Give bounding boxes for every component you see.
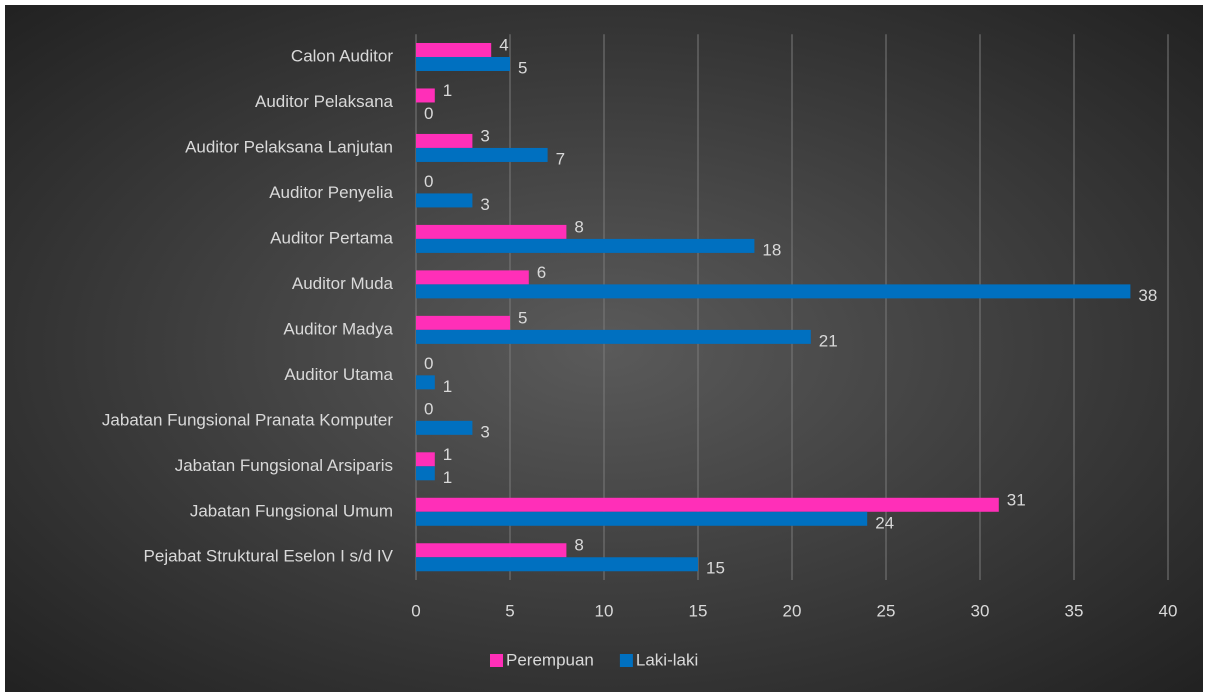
- x-tick-label: 35: [1065, 601, 1084, 620]
- data-label: 18: [762, 240, 781, 259]
- data-label: 5: [518, 308, 527, 327]
- bar: [416, 238, 755, 253]
- data-label: 3: [480, 195, 489, 214]
- legend-label: Laki-laki: [636, 650, 698, 669]
- data-label: 21: [819, 331, 838, 350]
- x-tick-label: 40: [1159, 601, 1178, 620]
- bar: [416, 88, 435, 103]
- y-tick-label: Calon Auditor: [291, 46, 393, 65]
- data-label: 24: [875, 513, 894, 532]
- bar: [416, 284, 1131, 299]
- bar: [416, 56, 510, 71]
- data-label: 31: [1007, 490, 1026, 509]
- bar: [416, 147, 548, 162]
- y-tick-label: Auditor Utama: [284, 365, 393, 384]
- data-label: 4: [499, 35, 508, 54]
- x-tick-label: 30: [971, 601, 990, 620]
- data-label: 1: [443, 377, 452, 396]
- y-tick-label: Jabatan Fungsional Umum: [190, 501, 393, 520]
- data-label: 1: [443, 445, 452, 464]
- data-label: 0: [424, 172, 433, 191]
- legend-swatch: [619, 654, 633, 667]
- x-tick-label: 25: [877, 601, 896, 620]
- bar: [416, 270, 529, 285]
- y-tick-label: Jabatan Fungsional Arsiparis: [175, 456, 393, 475]
- data-label: 0: [424, 399, 433, 418]
- bar: [416, 420, 473, 435]
- data-label: 8: [574, 536, 583, 555]
- data-label: 15: [706, 559, 725, 578]
- y-tick-label: Auditor Pelaksana: [255, 92, 394, 111]
- bar: [416, 543, 567, 558]
- data-label: 1: [443, 81, 452, 100]
- data-label: 5: [518, 58, 527, 77]
- bar: [416, 557, 698, 572]
- bar: [416, 497, 999, 512]
- y-tick-label: Pejabat Struktural Eselon I s/d IV: [144, 547, 394, 566]
- x-tick-label: 0: [411, 601, 420, 620]
- bar: [416, 133, 473, 148]
- x-tick-label: 5: [505, 601, 514, 620]
- x-tick-label: 10: [595, 601, 614, 620]
- data-label: 3: [480, 126, 489, 145]
- y-tick-label: Jabatan Fungsional Pranata Komputer: [102, 410, 393, 429]
- data-label: 7: [556, 149, 565, 168]
- bar: [416, 329, 811, 344]
- data-label: 8: [574, 217, 583, 236]
- data-label: 0: [424, 354, 433, 373]
- bar: [416, 193, 473, 208]
- bar: [416, 511, 868, 526]
- bar: [416, 466, 435, 481]
- legend-label: Perempuan: [506, 650, 594, 669]
- bar: [416, 42, 492, 57]
- y-tick-label: Auditor Madya: [283, 319, 393, 338]
- y-tick-label: Auditor Penyelia: [269, 183, 393, 202]
- bar: [416, 452, 435, 467]
- x-tick-label: 20: [783, 601, 802, 620]
- y-tick-label: Auditor Pelaksana Lanjutan: [185, 137, 393, 156]
- data-label: 0: [424, 104, 433, 123]
- data-label: 1: [443, 468, 452, 487]
- bar: [416, 375, 435, 390]
- bar: [416, 224, 567, 239]
- y-tick-label: Auditor Muda: [292, 274, 394, 293]
- bar: [416, 315, 510, 330]
- x-tick-label: 15: [689, 601, 708, 620]
- data-label: 6: [537, 263, 546, 282]
- data-label: 3: [480, 422, 489, 441]
- data-label: 38: [1138, 286, 1157, 305]
- legend-swatch: [490, 654, 503, 667]
- y-tick-label: Auditor Pertama: [270, 228, 393, 247]
